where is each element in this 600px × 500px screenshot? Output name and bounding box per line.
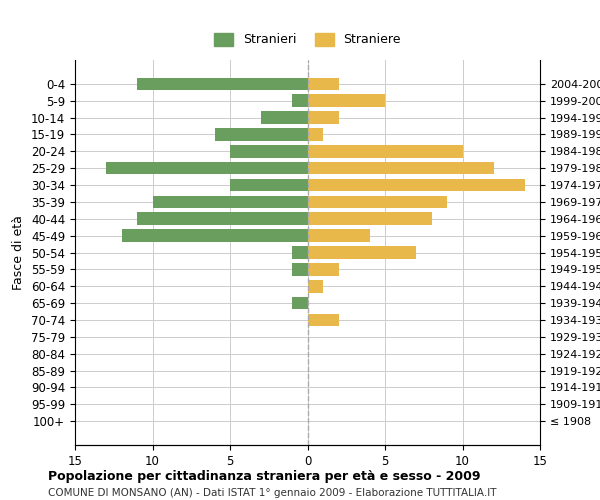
Bar <box>215 128 308 141</box>
Text: Popolazione per cittadinanza straniera per età e sesso - 2009: Popolazione per cittadinanza straniera p… <box>48 470 481 483</box>
Bar <box>308 280 323 292</box>
Bar <box>308 196 447 208</box>
Bar <box>308 212 431 225</box>
Y-axis label: Fasce di età: Fasce di età <box>13 215 25 290</box>
Bar <box>308 128 323 141</box>
Text: COMUNE DI MONSANO (AN) - Dati ISTAT 1° gennaio 2009 - Elaborazione TUTTITALIA.IT: COMUNE DI MONSANO (AN) - Dati ISTAT 1° g… <box>48 488 497 498</box>
Bar <box>308 230 370 242</box>
Bar <box>137 212 308 225</box>
Bar <box>152 196 308 208</box>
Bar <box>137 78 308 90</box>
Bar <box>308 78 338 90</box>
Bar <box>292 297 308 310</box>
Bar <box>308 162 493 174</box>
Bar <box>106 162 308 174</box>
Bar <box>308 145 463 158</box>
Bar <box>121 230 308 242</box>
Bar <box>308 263 338 276</box>
Bar <box>292 246 308 259</box>
Bar <box>292 94 308 107</box>
Bar <box>308 314 338 326</box>
Bar <box>292 263 308 276</box>
Legend: Stranieri, Straniere: Stranieri, Straniere <box>209 28 406 52</box>
Bar <box>308 94 385 107</box>
Bar <box>308 111 338 124</box>
Bar <box>230 145 308 158</box>
Bar <box>308 178 524 192</box>
Bar <box>308 246 416 259</box>
Bar <box>230 178 308 192</box>
Bar <box>261 111 308 124</box>
